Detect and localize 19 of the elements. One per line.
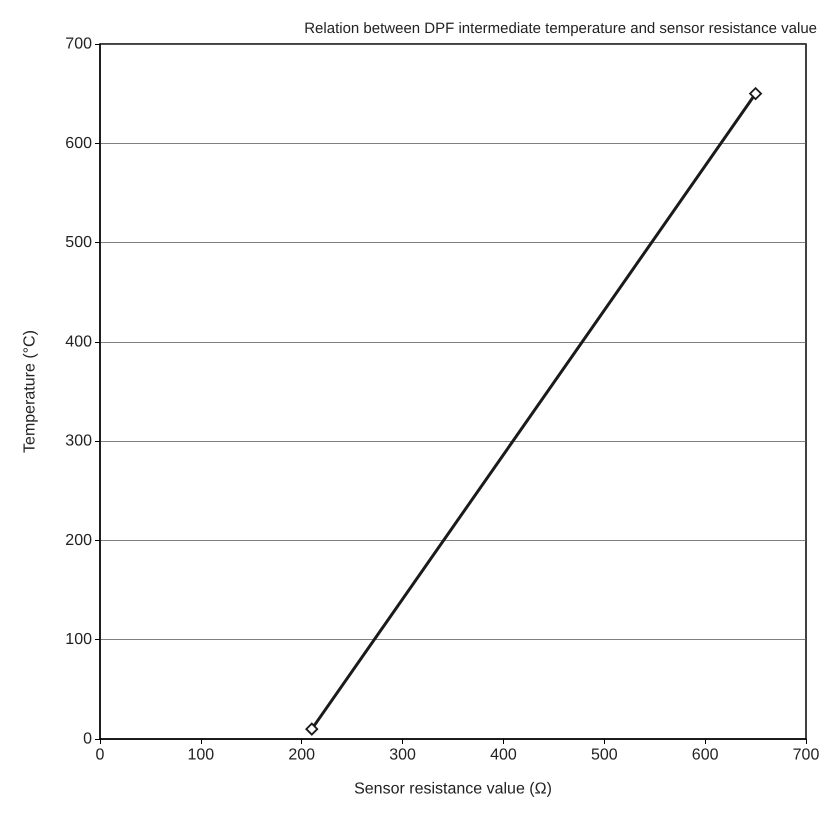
x-axis-title: Sensor resistance value (Ω): [354, 780, 552, 798]
y-tick-label: 200: [65, 532, 92, 549]
y-tick-label: 500: [65, 234, 92, 252]
y-axis-title: Temperature (°C): [22, 330, 38, 453]
x-tick-label: 400: [490, 746, 517, 764]
x-tick-label: 300: [389, 746, 416, 764]
x-tick-label: 200: [288, 746, 316, 764]
y-tick-label: 300: [65, 432, 92, 450]
y-tick-label: 400: [65, 333, 92, 350]
y-tick-label: 700: [65, 36, 92, 52]
x-tick-label: 700: [792, 746, 820, 764]
y-tick-label: 0: [83, 730, 92, 748]
y-tick-label: 600: [65, 134, 92, 152]
x-tick-label: 500: [590, 746, 618, 764]
x-tick-label: 600: [692, 746, 719, 764]
x-tick-label: 0: [96, 746, 105, 764]
chart-title: Relation between DPF intermediate temperature and sensor resistance value: [304, 20, 818, 37]
y-tick-label: 100: [65, 631, 92, 648]
x-tick-label: 100: [188, 746, 214, 764]
